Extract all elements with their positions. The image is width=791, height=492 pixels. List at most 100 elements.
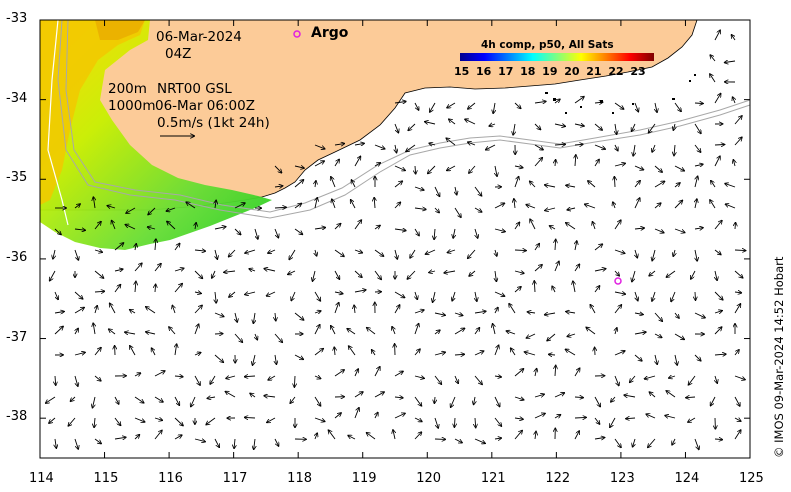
current-arrow bbox=[54, 228, 61, 234]
current-arrow bbox=[489, 124, 496, 126]
current-arrow bbox=[626, 418, 636, 419]
current-arrow bbox=[554, 124, 565, 126]
x-tick-label: 117 bbox=[222, 471, 248, 486]
current-arrow bbox=[249, 269, 256, 271]
current-arrow bbox=[567, 334, 576, 336]
current-arrow bbox=[725, 184, 736, 188]
current-arrow bbox=[255, 333, 257, 340]
current-arrow bbox=[475, 417, 476, 427]
current-arrow bbox=[53, 249, 55, 259]
current-arrow bbox=[494, 203, 504, 209]
sst-patch bbox=[40, 20, 272, 250]
current-arrow bbox=[734, 137, 742, 146]
current-arrow bbox=[634, 313, 643, 315]
current-arrow bbox=[574, 264, 579, 272]
current-arrow bbox=[54, 327, 63, 335]
current-arrow bbox=[394, 202, 400, 209]
current-arrow bbox=[245, 376, 256, 377]
current-arrow bbox=[429, 143, 436, 145]
current-arrow bbox=[614, 351, 625, 356]
current-arrow bbox=[514, 250, 526, 251]
current-arrow bbox=[74, 229, 85, 230]
current-arrow bbox=[468, 249, 476, 258]
current-arrow bbox=[714, 439, 722, 440]
current-arrow bbox=[449, 119, 456, 125]
current-arrow bbox=[334, 370, 344, 377]
current-arrow bbox=[534, 265, 542, 272]
current-arrow bbox=[493, 324, 495, 335]
current-arrow bbox=[734, 430, 741, 440]
current-arrow bbox=[674, 312, 679, 318]
current-arrow bbox=[734, 304, 740, 314]
current-arrow bbox=[734, 270, 743, 278]
current-arrow bbox=[634, 354, 642, 361]
current-arrow bbox=[414, 349, 420, 356]
current-arrow bbox=[714, 30, 720, 41]
current-arrow bbox=[191, 396, 196, 407]
current-arrow bbox=[694, 123, 701, 133]
current-arrow bbox=[566, 185, 576, 187]
current-arrow bbox=[448, 250, 456, 253]
current-arrow bbox=[575, 241, 577, 251]
current-arrow bbox=[514, 102, 521, 108]
current-arrow bbox=[314, 228, 325, 230]
current-arrow bbox=[414, 376, 424, 378]
current-arrow bbox=[314, 417, 325, 421]
current-arrow bbox=[154, 431, 162, 440]
current-arrow bbox=[694, 312, 705, 318]
current-arrow bbox=[334, 347, 335, 356]
current-arrow bbox=[245, 292, 256, 295]
current-arrow bbox=[93, 197, 95, 209]
current-arrow bbox=[215, 249, 217, 259]
current-arrow bbox=[444, 271, 456, 273]
current-arrow bbox=[294, 204, 301, 209]
current-arrow bbox=[224, 271, 236, 272]
current-arrow bbox=[226, 392, 236, 398]
current-arrow bbox=[494, 396, 500, 406]
current-arrow bbox=[74, 375, 78, 386]
current-arrow bbox=[514, 397, 524, 400]
current-arrow bbox=[649, 123, 656, 133]
current-arrow bbox=[514, 223, 519, 230]
current-arrow bbox=[74, 308, 84, 314]
current-arrow bbox=[114, 269, 123, 271]
current-arrow bbox=[649, 270, 656, 276]
current-arrow bbox=[725, 61, 736, 63]
current-arrow bbox=[49, 417, 56, 423]
current-arrow bbox=[94, 417, 95, 427]
colorbar bbox=[460, 53, 654, 61]
current-arrow bbox=[134, 417, 145, 422]
current-arrow bbox=[474, 351, 484, 356]
colorbar-tick-label: 23 bbox=[630, 65, 646, 78]
current-arrow bbox=[194, 324, 199, 335]
current-arrow bbox=[135, 282, 136, 293]
current-arrow bbox=[635, 291, 638, 301]
current-arrow bbox=[274, 186, 283, 187]
current-arrow bbox=[351, 200, 356, 209]
depth-label-1000: 1000m bbox=[108, 98, 156, 114]
y-tick-label: -36 bbox=[6, 249, 28, 265]
current-arrow bbox=[465, 119, 476, 125]
current-arrow bbox=[329, 430, 336, 440]
current-arrow bbox=[414, 208, 426, 209]
current-arrow bbox=[114, 437, 126, 439]
current-arrow bbox=[214, 354, 223, 362]
current-arrow bbox=[454, 417, 455, 427]
current-arrow bbox=[95, 306, 97, 314]
current-arrow bbox=[632, 123, 636, 131]
current-arrow bbox=[214, 312, 224, 317]
current-arrow bbox=[186, 202, 196, 209]
current-arrow bbox=[634, 181, 640, 188]
current-arrow bbox=[414, 417, 422, 421]
current-arrow bbox=[514, 287, 521, 293]
current-arrow bbox=[134, 263, 142, 272]
current-arrow bbox=[694, 164, 703, 166]
argo-legend-label: Argo bbox=[311, 25, 349, 41]
current-arrow bbox=[152, 348, 156, 356]
depth-label-200: 200m bbox=[108, 81, 147, 97]
current-arrow bbox=[334, 413, 341, 419]
current-arrow bbox=[634, 102, 638, 112]
current-arrow bbox=[614, 305, 621, 314]
current-arrow bbox=[624, 395, 636, 397]
current-arrow bbox=[535, 369, 537, 377]
